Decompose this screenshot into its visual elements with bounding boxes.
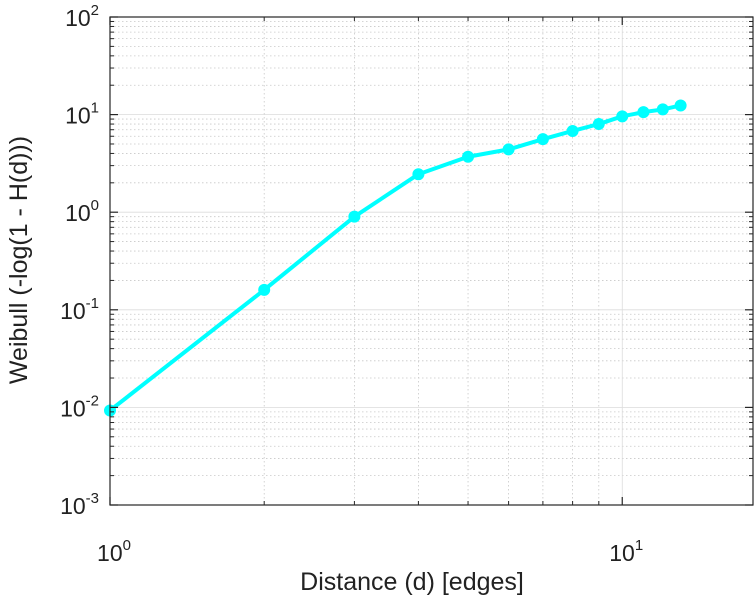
data-point bbox=[412, 168, 425, 181]
series-layer bbox=[104, 99, 687, 417]
data-point bbox=[462, 150, 475, 163]
data-point bbox=[502, 143, 515, 156]
y-tick-label: 10-2 bbox=[60, 392, 99, 421]
grid-minor bbox=[110, 17, 753, 505]
data-point bbox=[656, 103, 669, 116]
grid-major bbox=[109, 16, 753, 506]
data-point bbox=[674, 99, 687, 112]
data-point bbox=[592, 118, 605, 131]
y-axis-label: Weibull (-log(1 - H(d))) bbox=[5, 136, 33, 384]
y-tick-label: 102 bbox=[65, 2, 99, 31]
series-line bbox=[108, 103, 683, 413]
x-tick-label: 100 bbox=[97, 537, 131, 566]
x-axis-label: Distance (d) [edges] bbox=[300, 568, 524, 596]
data-point bbox=[348, 210, 361, 223]
data-point bbox=[616, 110, 629, 123]
y-tick-label: 10-3 bbox=[60, 490, 99, 519]
y-tick-label: 101 bbox=[65, 100, 99, 129]
data-point bbox=[536, 133, 549, 146]
y-tick-label: 10-1 bbox=[60, 295, 99, 324]
data-point bbox=[258, 283, 271, 296]
x-tick-label: 101 bbox=[609, 537, 643, 566]
y-tick-label: 100 bbox=[65, 197, 99, 226]
plot-frame bbox=[109, 16, 754, 506]
tick-labels: 10-3 10-2 10-1 100 101 102 100 101 bbox=[60, 2, 643, 566]
data-point bbox=[566, 124, 579, 137]
ticks-layer bbox=[109, 16, 753, 506]
data-point bbox=[637, 106, 650, 119]
